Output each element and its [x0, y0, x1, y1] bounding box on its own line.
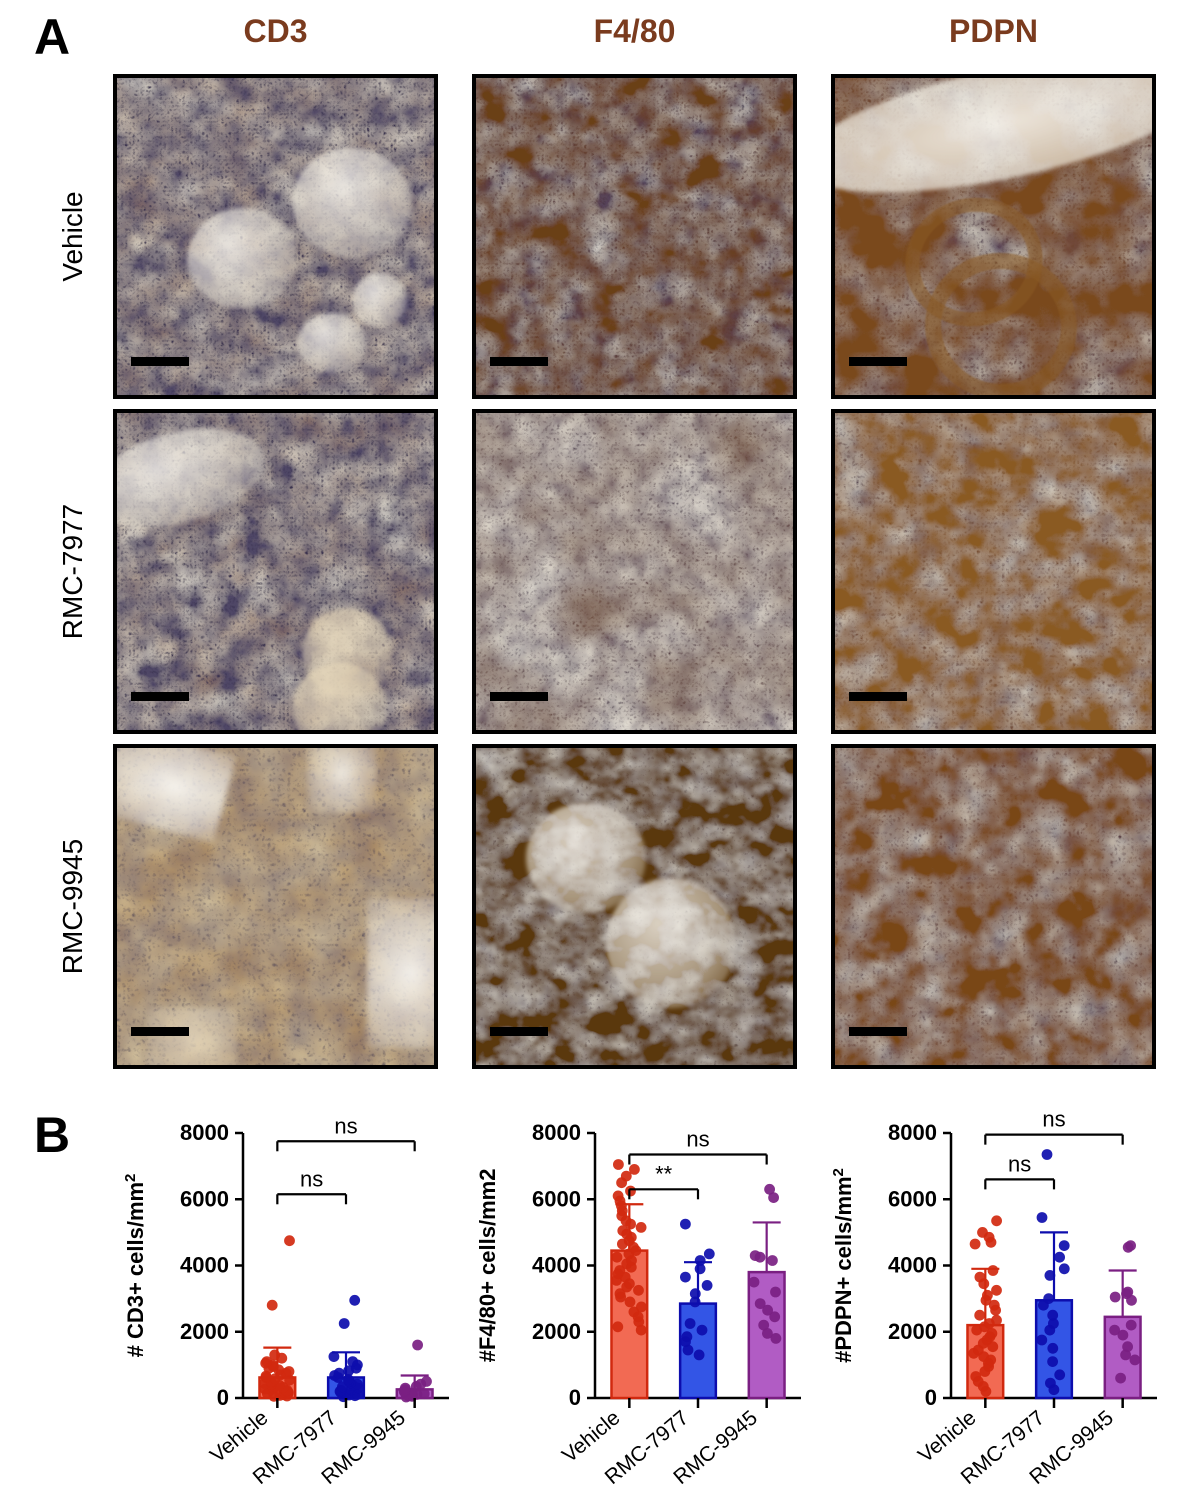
svg-text:#F4/80+ cells/mm2: #F4/80+ cells/mm2 [477, 1169, 500, 1363]
svg-text:ns: ns [1008, 1151, 1031, 1176]
svg-text:0: 0 [569, 1385, 581, 1410]
svg-text:ns: ns [334, 1113, 357, 1138]
svg-text:4000: 4000 [888, 1253, 937, 1278]
svg-text:ns: ns [686, 1127, 709, 1152]
svg-text:**: ** [655, 1161, 673, 1186]
svg-text:2000: 2000 [180, 1319, 229, 1344]
svg-text:8000: 8000 [532, 1120, 581, 1145]
svg-text:0: 0 [925, 1385, 937, 1410]
svg-text:6000: 6000 [180, 1186, 229, 1211]
svg-text:# CD3+ cells/mm2: # CD3+ cells/mm2 [125, 1174, 148, 1358]
svg-text:4000: 4000 [180, 1253, 229, 1278]
svg-text:ns: ns [1042, 1107, 1065, 1132]
svg-text:Vehicle: Vehicle [558, 1406, 625, 1467]
svg-text:4000: 4000 [532, 1253, 581, 1278]
svg-text:8000: 8000 [180, 1120, 229, 1145]
svg-text:2000: 2000 [888, 1319, 937, 1344]
svg-text:ns: ns [300, 1166, 323, 1191]
svg-text:8000: 8000 [888, 1120, 937, 1145]
svg-text:2000: 2000 [532, 1319, 581, 1344]
svg-text:Vehicle: Vehicle [914, 1406, 981, 1467]
svg-text:Vehicle: Vehicle [206, 1406, 273, 1467]
svg-text:0: 0 [217, 1385, 229, 1410]
svg-text:#PDPN+ cells/mm2: #PDPN+ cells/mm2 [833, 1168, 856, 1363]
svg-text:6000: 6000 [888, 1186, 937, 1211]
svg-text:6000: 6000 [532, 1186, 581, 1211]
